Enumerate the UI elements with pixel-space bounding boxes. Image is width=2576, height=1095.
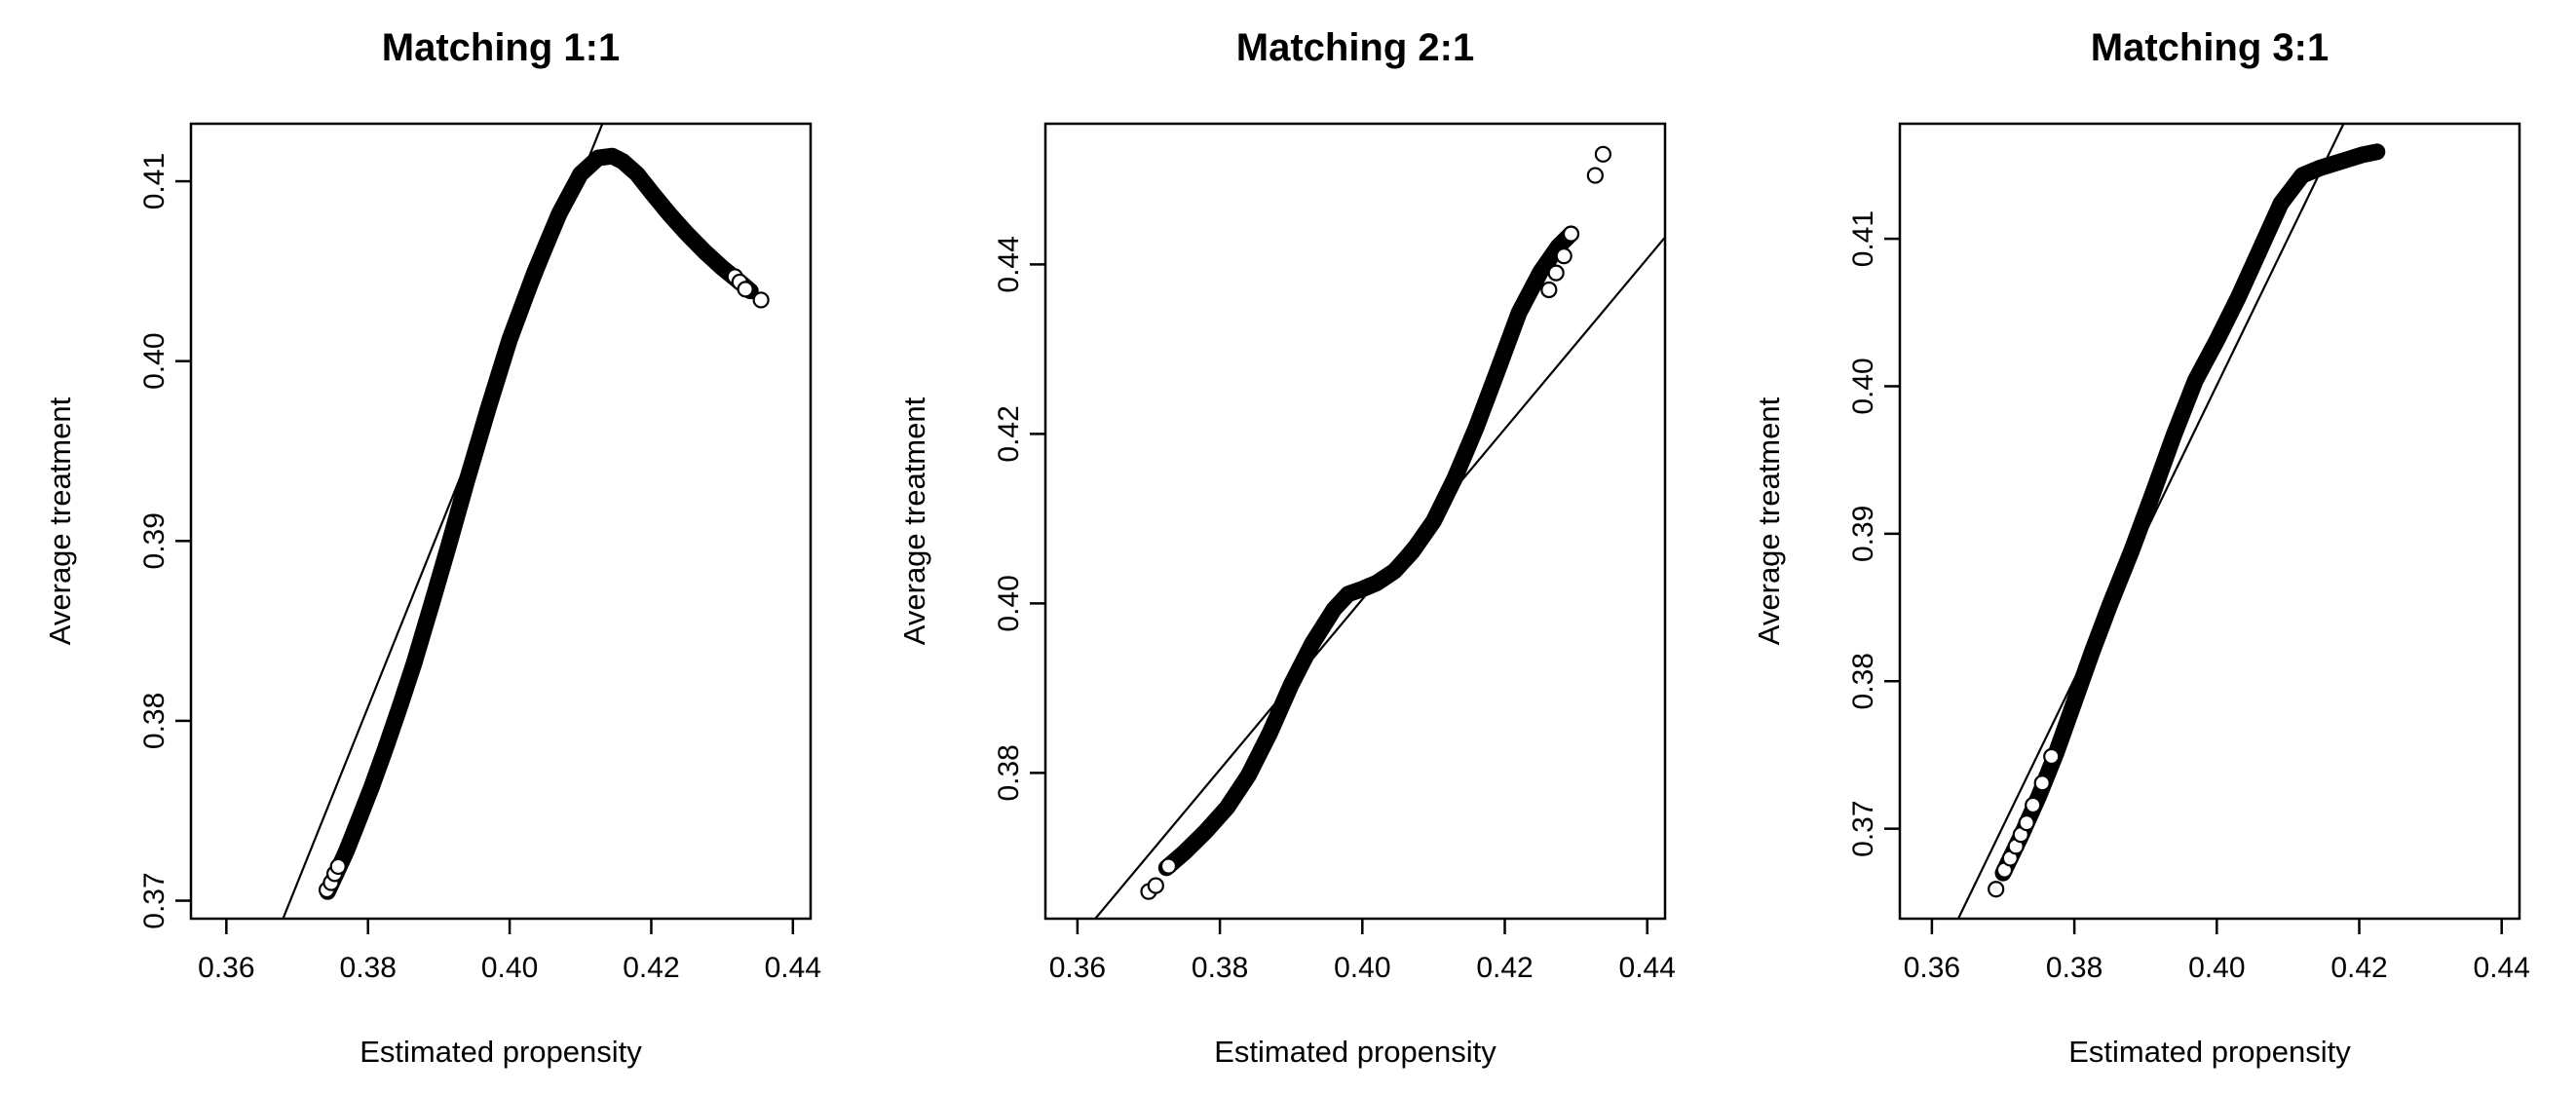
y-tick-label: 0.44 <box>993 236 1025 292</box>
data-point <box>1562 225 1580 243</box>
data-point <box>737 281 754 298</box>
y-tick-label: 0.38 <box>138 693 170 749</box>
x-tick-label: 0.36 <box>1049 952 1106 984</box>
x-tick-label: 0.42 <box>2330 952 2387 984</box>
y-tick-label: 0.40 <box>138 332 170 389</box>
y-tick-label: 0.39 <box>138 512 170 569</box>
x-axis-label: Estimated propensity <box>2068 1035 2351 1069</box>
y-tick-label: 0.40 <box>993 575 1025 631</box>
panel-title: Matching 3:1 <box>2091 26 2329 69</box>
data-point <box>1988 881 2005 898</box>
x-tick-label: 0.36 <box>1904 952 1960 984</box>
series-band <box>319 147 759 900</box>
panel-title: Matching 2:1 <box>1236 26 1474 69</box>
data-point <box>1594 145 1612 163</box>
y-axis-label: Average treatment <box>897 396 931 645</box>
series-band <box>1157 225 1579 877</box>
x-tick-label: 0.40 <box>481 952 538 984</box>
plot-area: 0.36 0.38 0.40 0.42 0.44 0.37 0.38 0.39 0.40 0.41 <box>1847 124 2530 984</box>
data-point <box>1547 264 1565 282</box>
x-tick-label: 0.42 <box>623 952 679 984</box>
y-tick-label: 0.42 <box>993 405 1025 462</box>
x-tick-label: 0.38 <box>340 952 397 984</box>
data-point <box>329 857 347 876</box>
plot-frame <box>1043 122 1667 921</box>
data-point <box>1147 877 1164 894</box>
data-point <box>1586 167 1604 184</box>
plot-frame <box>189 122 813 921</box>
x-tick-label: 0.40 <box>2188 952 2245 984</box>
x-tick-label: 0.38 <box>2046 952 2102 984</box>
panel-matching-2-1: Matching 2:1 0.36 0.38 0.40 0.42 0.44 0.38 0.4… <box>897 26 1676 1069</box>
x-axis-label: Estimated propensity <box>1214 1035 1496 1069</box>
y-tick-label: 0.37 <box>1847 800 1879 856</box>
x-tick-label: 0.42 <box>1476 952 1533 984</box>
data-point <box>1555 247 1572 265</box>
series-band <box>1994 143 2386 882</box>
data-point <box>1159 857 1178 875</box>
data-point <box>2033 774 2051 792</box>
data-point <box>2043 747 2061 766</box>
x-tick-label: 0.44 <box>2474 952 2530 984</box>
plot-area: 0.36 0.38 0.40 0.42 0.44 0.38 0.40 0.42 0.44 <box>993 145 1676 984</box>
x-tick-label: 0.38 <box>1192 952 1248 984</box>
y-axis-label: Average treatment <box>1752 396 1786 645</box>
y-axis-label: Average treatment <box>43 396 77 645</box>
x-tick-label: 0.44 <box>1619 952 1676 984</box>
y-tick-label: 0.40 <box>1847 358 1879 414</box>
y-tick-label: 0.38 <box>1847 653 1879 709</box>
y-tick-label: 0.37 <box>138 872 170 928</box>
y-tick-label: 0.38 <box>993 744 1025 801</box>
data-point <box>752 291 770 309</box>
y-tick-label: 0.41 <box>1847 210 1879 267</box>
data-point <box>2025 796 2042 814</box>
y-tick-label: 0.39 <box>1847 506 1879 562</box>
x-tick-label: 0.36 <box>198 952 254 984</box>
y-tick-label: 0.41 <box>138 153 170 209</box>
panel-matching-3-1: Matching 3:1 0.36 0.38 0.40 0.42 0.440.370.3… <box>1752 26 2530 1069</box>
data-point <box>1540 281 1558 299</box>
plot-frame <box>1898 122 2521 921</box>
panel-title: Matching 1:1 <box>382 26 620 69</box>
panel-matching-1-1: Matching 1:1 0.36 0.38 0.40 0.42 0.440.370.3… <box>43 26 821 1069</box>
data-point <box>2018 813 2035 832</box>
plot-area: 0.36 0.38 0.40 0.42 0.44 0.37 0.38 0.39 0.40 0.41 <box>138 124 821 984</box>
x-axis-label: Estimated propensity <box>360 1035 642 1069</box>
x-tick-label: 0.40 <box>1334 952 1390 984</box>
x-tick-label: 0.44 <box>765 952 821 984</box>
